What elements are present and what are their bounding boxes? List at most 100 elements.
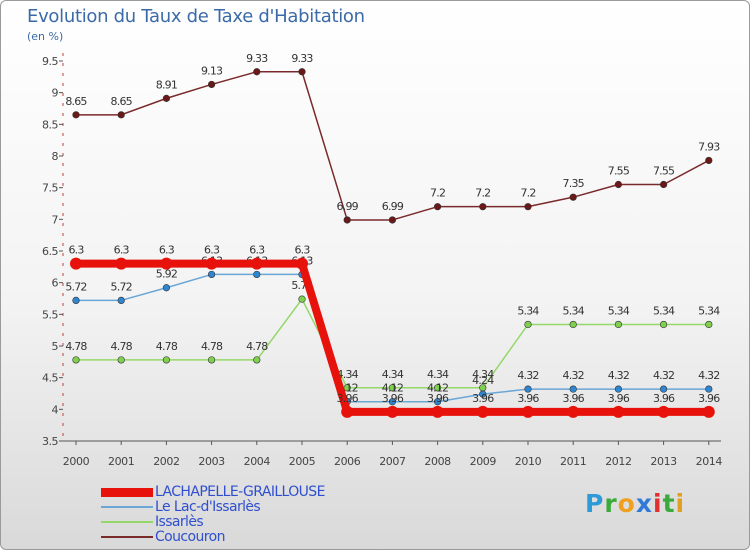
data-point (208, 270, 216, 279)
data-point (705, 320, 713, 329)
data-label: 5.92 (156, 268, 177, 281)
series-line-3 (76, 71, 710, 221)
data-label: 3.96 (653, 392, 675, 405)
data-point (388, 398, 397, 406)
data-point (659, 320, 668, 329)
data-point (434, 398, 442, 406)
data-label: 5.34 (563, 304, 585, 317)
data-label: 7.2 (475, 187, 490, 200)
legend-swatch-lac-d-issarles (101, 506, 153, 508)
data-point (388, 384, 397, 392)
data-label: 6.3 (159, 244, 175, 257)
data-point (479, 203, 487, 211)
data-point (614, 385, 623, 393)
y-tick-label: 3.5 (42, 435, 58, 448)
data-label: 4.78 (156, 340, 178, 353)
data-label: 4.34 (427, 368, 449, 381)
data-point (296, 257, 308, 270)
data-label: 4.34 (337, 368, 359, 381)
data-point (612, 405, 625, 418)
data-label: 5.34 (698, 304, 720, 317)
data-label: 3.96 (382, 392, 404, 405)
data-label: 5.34 (517, 304, 539, 317)
data-label: 5.72 (65, 280, 86, 293)
data-label: 6.99 (337, 200, 359, 213)
data-label: 7.55 (653, 165, 675, 178)
data-label: 4.12 (427, 382, 448, 395)
data-point (524, 320, 532, 329)
data-label: 3.96 (698, 392, 720, 405)
data-point (388, 216, 397, 224)
legend-swatch-issarles (101, 521, 153, 523)
data-point (343, 216, 351, 224)
data-label: 3.96 (427, 392, 449, 405)
data-label: 3.96 (563, 392, 585, 405)
x-tick-label: 2007 (379, 455, 406, 468)
data-point (431, 405, 444, 418)
y-tick-label: 6.5 (42, 245, 58, 258)
x-tick-label: 2013 (650, 455, 677, 468)
data-label: 6.3 (68, 244, 84, 257)
data-point (434, 203, 442, 211)
data-label: 7.2 (520, 187, 535, 200)
x-tick-label: 2005 (289, 455, 316, 468)
y-tick-label: 5.5 (42, 308, 58, 321)
data-label: 6.3 (204, 244, 220, 257)
data-label: 7.35 (563, 177, 585, 190)
y-tick-label: 8 (52, 150, 59, 163)
data-point (479, 390, 487, 398)
data-point (117, 111, 125, 119)
data-point (659, 385, 668, 393)
data-point (567, 405, 580, 418)
data-label: 5.34 (608, 304, 630, 317)
data-label: 3.96 (517, 392, 539, 405)
data-label: 3.96 (608, 392, 630, 405)
x-tick-label: 2012 (605, 455, 631, 468)
data-point (341, 405, 354, 418)
data-label: 4.32 (653, 369, 674, 382)
data-label: 8.65 (111, 95, 133, 108)
data-point (253, 270, 261, 279)
data-label: 4.32 (608, 369, 629, 382)
y-tick-label: 7 (52, 213, 59, 226)
data-label: 4.24 (472, 374, 494, 387)
data-point (476, 405, 489, 418)
data-label: 9.13 (201, 64, 223, 77)
data-label: 4.78 (111, 340, 133, 353)
x-tick-label: 2014 (696, 455, 723, 468)
x-tick-label: 2010 (515, 455, 542, 468)
data-point (253, 356, 261, 364)
data-point (524, 203, 532, 211)
data-label: 8.91 (156, 78, 177, 91)
data-point (522, 405, 534, 418)
data-point (614, 180, 623, 189)
data-label: 4.12 (382, 382, 403, 395)
data-label: 4.78 (201, 340, 223, 353)
data-point (250, 257, 263, 270)
data-label: 4.34 (472, 368, 494, 381)
x-tick-label: 2002 (153, 455, 179, 468)
data-point (569, 193, 577, 201)
data-point (659, 180, 668, 189)
chart-title: Evolution du Taux de Taxe d'Habitation (27, 6, 365, 27)
data-point (705, 156, 713, 165)
data-label: 3.96 (337, 392, 359, 405)
data-point (569, 320, 577, 329)
data-label: 7.93 (698, 140, 720, 153)
legend-swatch-coucouron (101, 536, 153, 538)
data-label: 9.33 (246, 52, 268, 65)
data-point (208, 356, 216, 364)
data-point (298, 68, 306, 76)
data-label: 8.65 (65, 95, 87, 108)
data-label: 4.32 (517, 369, 538, 382)
x-tick-label: 2009 (470, 455, 497, 468)
data-point (298, 295, 306, 303)
data-point (117, 356, 125, 364)
y-tick-label: 6 (52, 277, 59, 290)
x-tick-label: 2000 (63, 455, 90, 468)
y-tick-label: 5 (52, 340, 59, 353)
data-label: 5.34 (653, 304, 675, 317)
data-point (162, 356, 170, 364)
data-label: 9.33 (291, 52, 313, 65)
